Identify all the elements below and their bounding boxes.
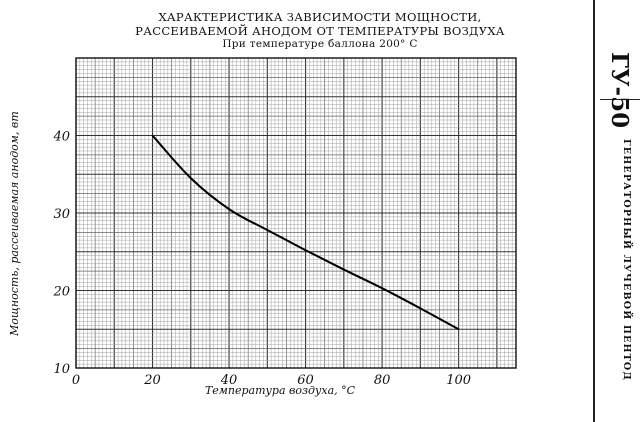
data-point xyxy=(342,268,345,271)
x-axis-label: Температура воздуха, °С xyxy=(204,384,356,397)
x-tick-label: 0 xyxy=(72,373,80,388)
side-rule xyxy=(600,99,640,100)
data-point xyxy=(228,208,230,211)
chart-subtitle: При температуре баллона 200° С xyxy=(222,38,418,50)
x-tick-label: 100 xyxy=(446,373,471,388)
x-tick-label: 20 xyxy=(143,373,161,388)
x-tick-label: 60 xyxy=(297,373,314,388)
data-point xyxy=(266,229,269,231)
plot-border xyxy=(75,57,517,369)
chart-title-line2: РАССЕИВАЕМОЙ АНОДОМ ОТ ТЕМПЕРАТУРЫ ВОЗДУ… xyxy=(135,24,505,38)
plot-frame xyxy=(75,57,517,369)
y-tick-label: 20 xyxy=(52,285,70,300)
y-tick-label: 10 xyxy=(53,362,70,377)
data-point xyxy=(457,328,460,331)
data-point xyxy=(304,249,307,252)
y-tick-label: 40 xyxy=(52,130,70,145)
y-tick-label: 30 xyxy=(53,207,70,222)
chart-title: ХАРАКТЕРИСТИКА ЗАВИСИМОСТИ МОЩНОСТИ, xyxy=(158,10,482,24)
x-tick-label: 80 xyxy=(374,373,391,388)
data-point xyxy=(151,134,154,137)
data-point xyxy=(419,307,422,310)
grid xyxy=(75,57,517,369)
tube-description: ГЕНЕРАТОРНЫЙ ЛУЧЕВОЙ ПЕНТОД xyxy=(621,138,632,382)
y-axis-label: Мощность, рассеиваемая анодом, вт xyxy=(8,111,21,337)
side-divider xyxy=(593,0,595,422)
series-layer xyxy=(151,134,460,331)
tube-code: ГУ-50 xyxy=(606,52,633,129)
chart: 0 20 40 60 80 100 10 20 30 40 xyxy=(52,57,517,389)
x-tick-label: 40 xyxy=(220,373,238,388)
tick-labels: 0 20 40 60 80 100 10 20 30 40 xyxy=(52,130,471,389)
data-point xyxy=(189,177,192,180)
data-point xyxy=(381,287,383,290)
